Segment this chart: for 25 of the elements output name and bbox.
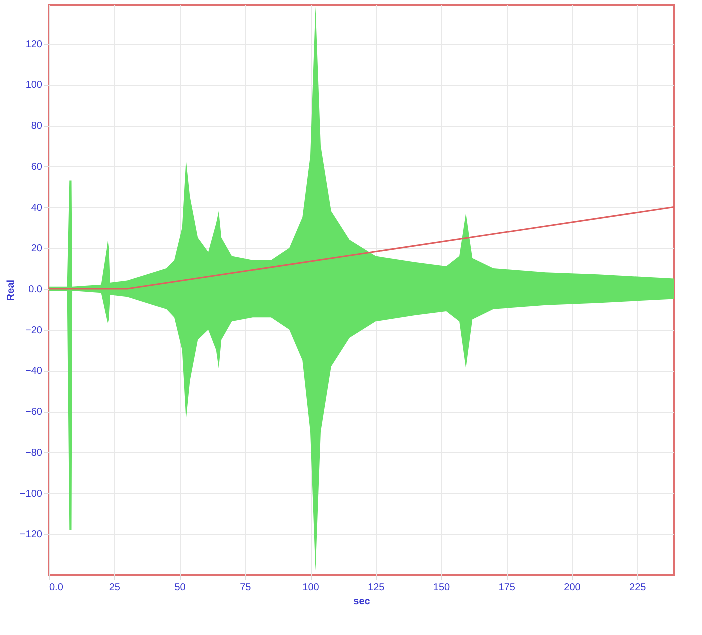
y-tick-label: 0.0 [28,284,43,296]
y-tick-label: −100 [20,488,43,500]
y-axis-title: Real [6,280,17,302]
y-tick-label: 100 [26,80,43,92]
x-tick-label: 0.0 [50,582,64,594]
x-tick-label: 75 [240,582,252,594]
y-tick-label: −40 [26,366,43,378]
x-tick-label: 50 [174,582,186,594]
y-tick-label: 120 [26,39,43,50]
y-tick-label: −20 [26,325,43,336]
x-axis-title: sec [354,596,371,608]
y-tick-label: −60 [26,407,43,418]
x-tick-label: 150 [433,582,451,594]
x-tick-label: 225 [630,582,647,594]
y-tick-label: −120 [20,530,43,541]
x-tick-label: 100 [302,582,320,594]
x-tick-label: 25 [109,582,121,594]
y-tick-label: −80 [26,448,43,459]
x-tick-label: 175 [498,582,516,594]
y-tick-label: 40 [31,202,43,214]
y-tick-label: 60 [31,162,43,173]
y-tick-label: 80 [31,121,43,132]
x-tick-label: 200 [564,582,582,594]
x-tick-label: 125 [368,582,386,594]
y-tick-label: 20 [31,244,43,255]
